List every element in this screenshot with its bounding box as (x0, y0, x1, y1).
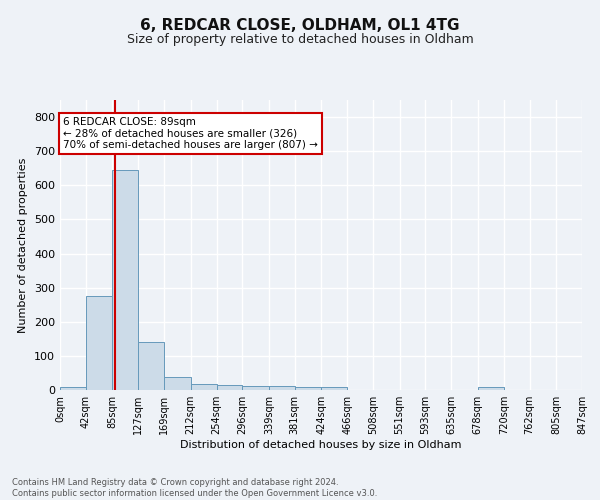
X-axis label: Distribution of detached houses by size in Oldham: Distribution of detached houses by size … (180, 440, 462, 450)
Bar (478, 388, 504, 390)
Bar (138, 342, 164, 390)
Bar (164, 377, 191, 390)
Bar (242, 386, 269, 390)
Bar (322, 386, 347, 390)
Bar (86, 296, 112, 390)
Text: Contains HM Land Registry data © Crown copyright and database right 2024.
Contai: Contains HM Land Registry data © Crown c… (12, 478, 377, 498)
Bar (217, 385, 242, 390)
Y-axis label: Number of detached properties: Number of detached properties (19, 158, 28, 332)
Text: 6, REDCAR CLOSE, OLDHAM, OL1 4TG: 6, REDCAR CLOSE, OLDHAM, OL1 4TG (140, 18, 460, 32)
Bar (295, 386, 322, 390)
Text: 6 REDCAR CLOSE: 89sqm
← 28% of detached houses are smaller (326)
70% of semi-det: 6 REDCAR CLOSE: 89sqm ← 28% of detached … (63, 117, 318, 150)
Text: Size of property relative to detached houses in Oldham: Size of property relative to detached ho… (127, 32, 473, 46)
Bar (191, 384, 217, 390)
Bar (60, 388, 86, 390)
Bar (269, 386, 295, 390)
Bar (112, 170, 138, 390)
